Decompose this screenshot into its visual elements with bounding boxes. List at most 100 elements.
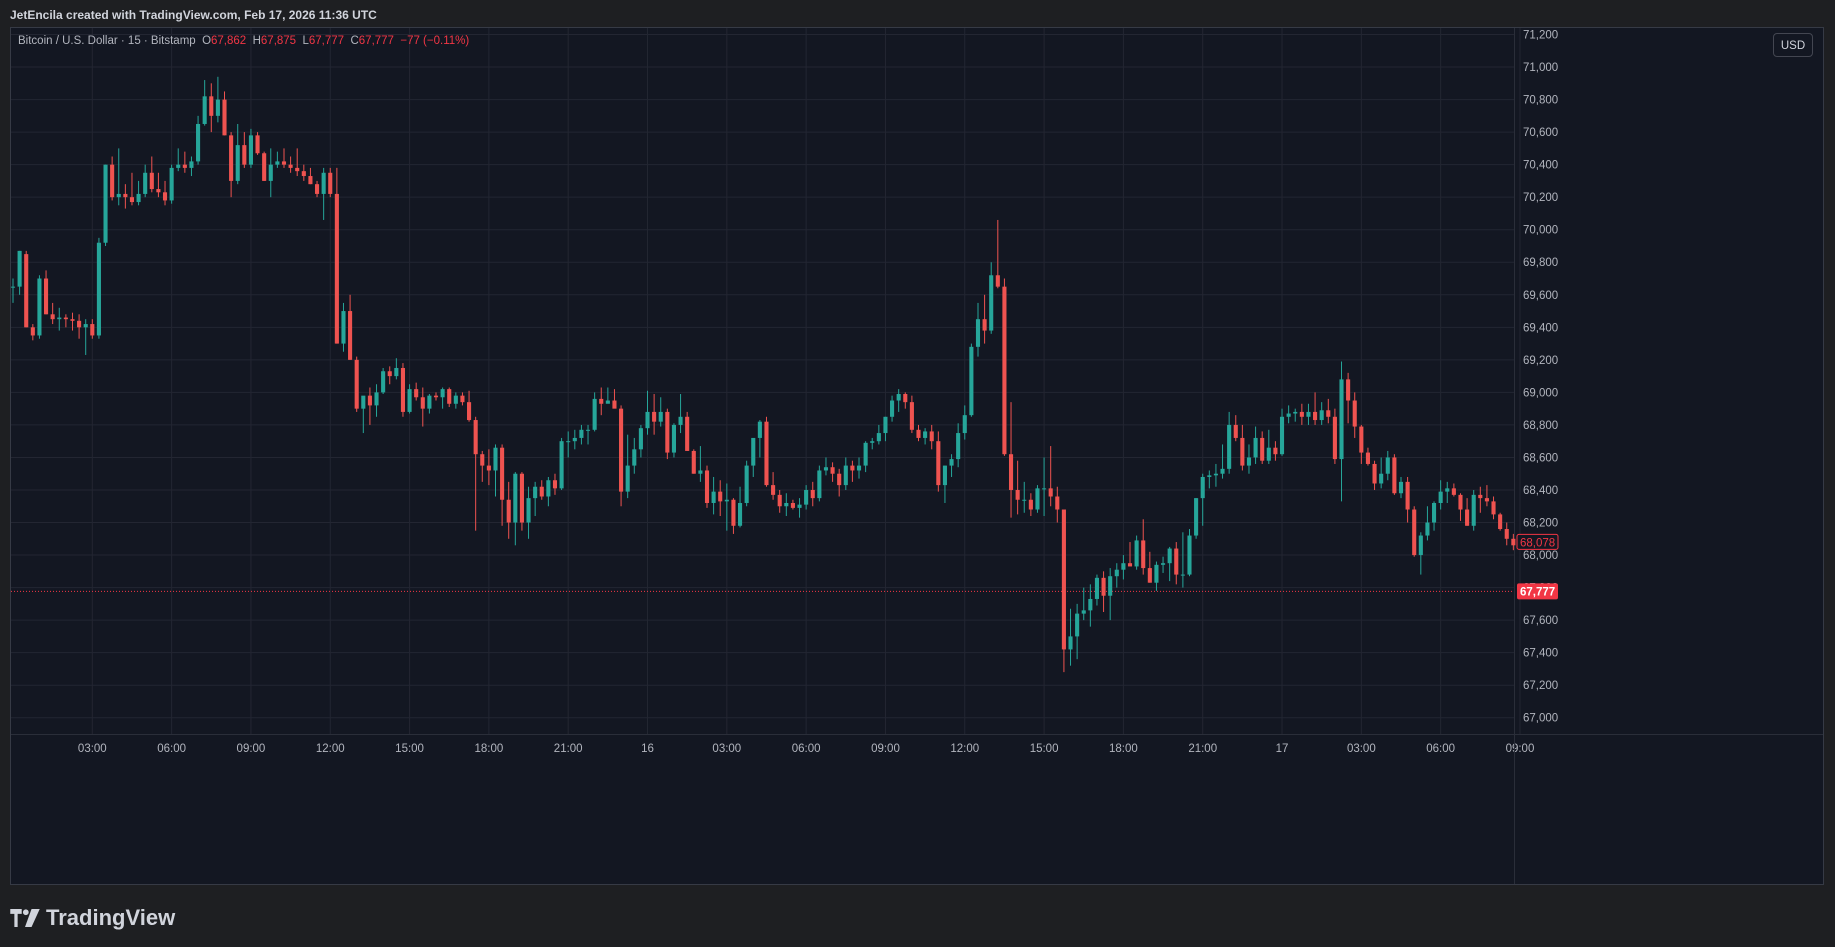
last-price-tag [1517,583,1558,600]
candle-body [883,416,888,434]
x-tick-label: 18:00 [474,743,503,755]
candle-body [1068,636,1073,650]
candle-body [288,164,293,168]
candle-body [671,424,676,453]
candle-body [162,192,168,201]
candle-body [1412,509,1417,556]
candle-body [308,176,313,185]
candle-body [11,286,16,288]
candle-body [1055,496,1060,510]
candle-body [314,184,320,194]
candle-body [704,470,710,504]
x-tick-label: 06:00 [792,743,821,755]
candle-body [711,491,716,504]
y-tick-label: 67,400 [1523,648,1558,660]
candle-body [1279,416,1285,455]
candle-body [552,480,558,489]
candle-body [473,420,478,455]
candle-body [1227,424,1232,469]
chart-panel[interactable]: 67,00067,20067,40067,60067,80068,00068,2… [10,27,1824,885]
candle-body [1240,437,1245,466]
y-tick-label: 69,600 [1523,290,1558,302]
y-tick-label: 68,000 [1523,550,1558,562]
candle-body [354,359,359,409]
candle-body [784,503,789,507]
x-tick-label: 21:00 [554,743,583,755]
reference-price-tag [1516,533,1559,550]
candle-body [1200,476,1205,499]
candle-body [43,278,49,315]
price-chart[interactable]: 67,00067,20067,40067,60067,80068,00068,2… [11,28,1823,884]
candle-body [1253,437,1258,458]
candle-body [486,465,491,471]
chart-background [11,28,1823,884]
candle-body [724,499,729,502]
candle-body [103,164,108,243]
symbol-legend: Bitcoin / U.S. Dollar · 15 · Bitstamp O6… [18,35,469,47]
tradingview-logo[interactable]: TradingView [10,905,175,931]
candle-body [896,394,901,401]
candle-body [381,371,386,393]
x-tick-label: 12:00 [950,743,979,755]
candle-body [1141,540,1146,569]
candle-body [1134,540,1139,567]
candle-body [1207,475,1212,477]
candle-body [453,395,458,404]
candle-body [592,398,597,430]
candle-body [757,421,762,438]
high-value: 67,875 [260,35,297,47]
candle-body [281,161,287,165]
x-tick-label: 09:00 [871,743,900,755]
candle-body [678,416,683,425]
candle-body [1313,411,1318,421]
y-tick-label: 70,600 [1523,127,1558,139]
tradingview-logo-icon [10,909,40,927]
candle-body [804,489,809,505]
candle-body [341,311,346,344]
candle-body [942,465,947,486]
candle-body [295,167,300,172]
candle-body [493,447,498,471]
candle-body [24,254,29,328]
candle-body [777,494,782,507]
candle-body [870,441,875,443]
candle-body [863,442,868,466]
candle-body [923,431,928,438]
candle-body [129,197,135,203]
footer: TradingView [0,885,1835,947]
candle-body [242,145,247,165]
candle-body [460,395,465,403]
candle-body [982,319,987,331]
candle-body [1418,535,1423,556]
candle-body [77,320,82,328]
candle-body [645,411,650,429]
candle-body [1451,488,1456,495]
candle-body [612,400,617,409]
candle-body [718,491,723,502]
candle-body [903,394,908,403]
y-tick-label: 67,200 [1523,680,1558,692]
candle-body [1511,538,1516,546]
x-tick-label: 17 [1276,743,1289,755]
candle-body [235,145,240,181]
candle-body [1484,498,1489,502]
candle-body [361,395,366,409]
candle-body [850,465,855,471]
candle-body [1028,499,1033,510]
candle-body [367,395,372,406]
candle-body [843,465,848,486]
candle-body [1504,529,1509,539]
low-value: 67,777 [308,35,345,47]
candle-body [110,164,115,198]
candle-body [1048,488,1053,497]
currency-button[interactable]: USD [1773,33,1813,57]
candle-body [962,415,967,434]
candle-body [1266,447,1271,461]
candle-body [737,503,743,526]
candle-body [658,411,663,422]
candle-body [585,429,591,431]
change-value: −77 (−0.11%) [400,35,470,47]
candle-body [1121,563,1126,570]
candle-body [876,433,881,442]
candle-body [394,367,399,377]
